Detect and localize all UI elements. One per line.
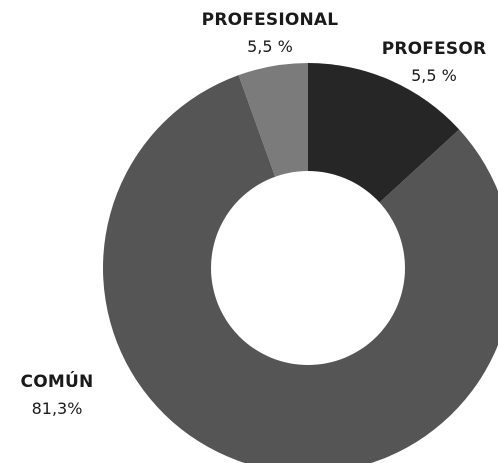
slice-value-profesor: 5,5 % [411,66,457,85]
slice-label-comun: COMÚN 81,3% [0,374,114,417]
slice-label-profesor: PROFESOR 5,5 % [370,41,498,84]
slice-label-profesional: PROFESIONAL 5,5 % [190,12,350,55]
donut-hole [211,171,405,365]
slice-name-profesional: PROFESIONAL [201,10,339,30]
slice-value-profesional: 5,5 % [247,37,293,56]
slice-name-comun: COMÚN [20,372,94,392]
slice-name-profesor: PROFESOR [381,39,487,59]
slice-value-comun: 81,3% [31,399,83,418]
